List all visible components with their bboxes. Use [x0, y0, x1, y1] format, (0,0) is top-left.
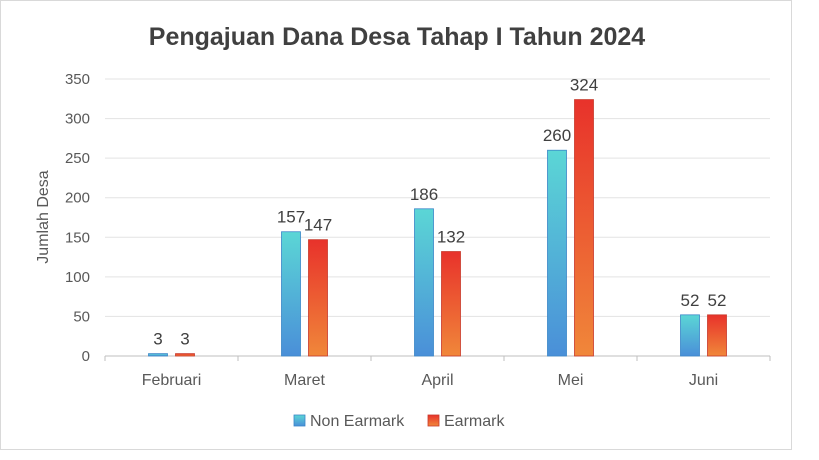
y-tick-label: 300	[65, 111, 90, 128]
bars	[148, 99, 727, 357]
gridlines	[104, 78, 771, 361]
y-tick-label: 50	[73, 308, 90, 325]
bar-earmark	[441, 251, 461, 357]
legend: Non Earmark Earmark	[293, 413, 505, 430]
bar-non-earmark	[547, 149, 567, 357]
x-axis-categories: Februari Maret April Mei Juni	[142, 372, 718, 389]
y-axis-label: Jumlah Desa	[35, 170, 52, 263]
data-label: 52	[681, 291, 700, 310]
chart-title: Pengajuan Dana Desa Tahap I Tahun 2024	[149, 23, 646, 51]
data-label: 324	[570, 76, 598, 95]
y-axis-ticks: 0 50 100 150 200 250 300 350	[65, 71, 90, 365]
y-tick-label: 100	[65, 269, 90, 286]
y-tick-label: 0	[82, 348, 90, 365]
data-label: 3	[153, 330, 162, 349]
bar-earmark	[175, 353, 195, 357]
bar-non-earmark	[281, 231, 301, 357]
y-tick-label: 150	[65, 229, 90, 246]
chart-svg: Pengajuan Dana Desa Tahap I Tahun 2024 J…	[35, 23, 771, 430]
bar-non-earmark	[680, 314, 700, 357]
x-category-label: Juni	[689, 372, 718, 389]
chart-frame: Pengajuan Dana Desa Tahap I Tahun 2024 J…	[0, 0, 792, 450]
bar-earmark	[574, 99, 594, 357]
bar-non-earmark	[148, 353, 168, 357]
legend-label: Non Earmark	[310, 413, 405, 430]
legend-label: Earmark	[444, 413, 505, 430]
x-category-label: Mei	[558, 372, 584, 389]
y-tick-label: 250	[65, 150, 90, 167]
x-category-label: Maret	[284, 372, 325, 389]
legend-swatch	[293, 414, 306, 427]
data-label: 52	[708, 291, 727, 310]
bar-earmark	[707, 314, 727, 357]
x-category-label: Februari	[142, 372, 202, 389]
bar-earmark	[308, 239, 328, 357]
bar-non-earmark	[414, 208, 434, 357]
data-label: 157	[277, 208, 305, 227]
data-label: 3	[180, 330, 189, 349]
y-tick-label: 200	[65, 190, 90, 207]
x-category-label: April	[421, 372, 453, 389]
legend-swatch	[427, 414, 440, 427]
data-label: 132	[437, 228, 465, 247]
data-label: 260	[543, 126, 571, 145]
data-label: 147	[304, 216, 332, 235]
y-tick-label: 350	[65, 71, 90, 88]
data-label: 186	[410, 185, 438, 204]
